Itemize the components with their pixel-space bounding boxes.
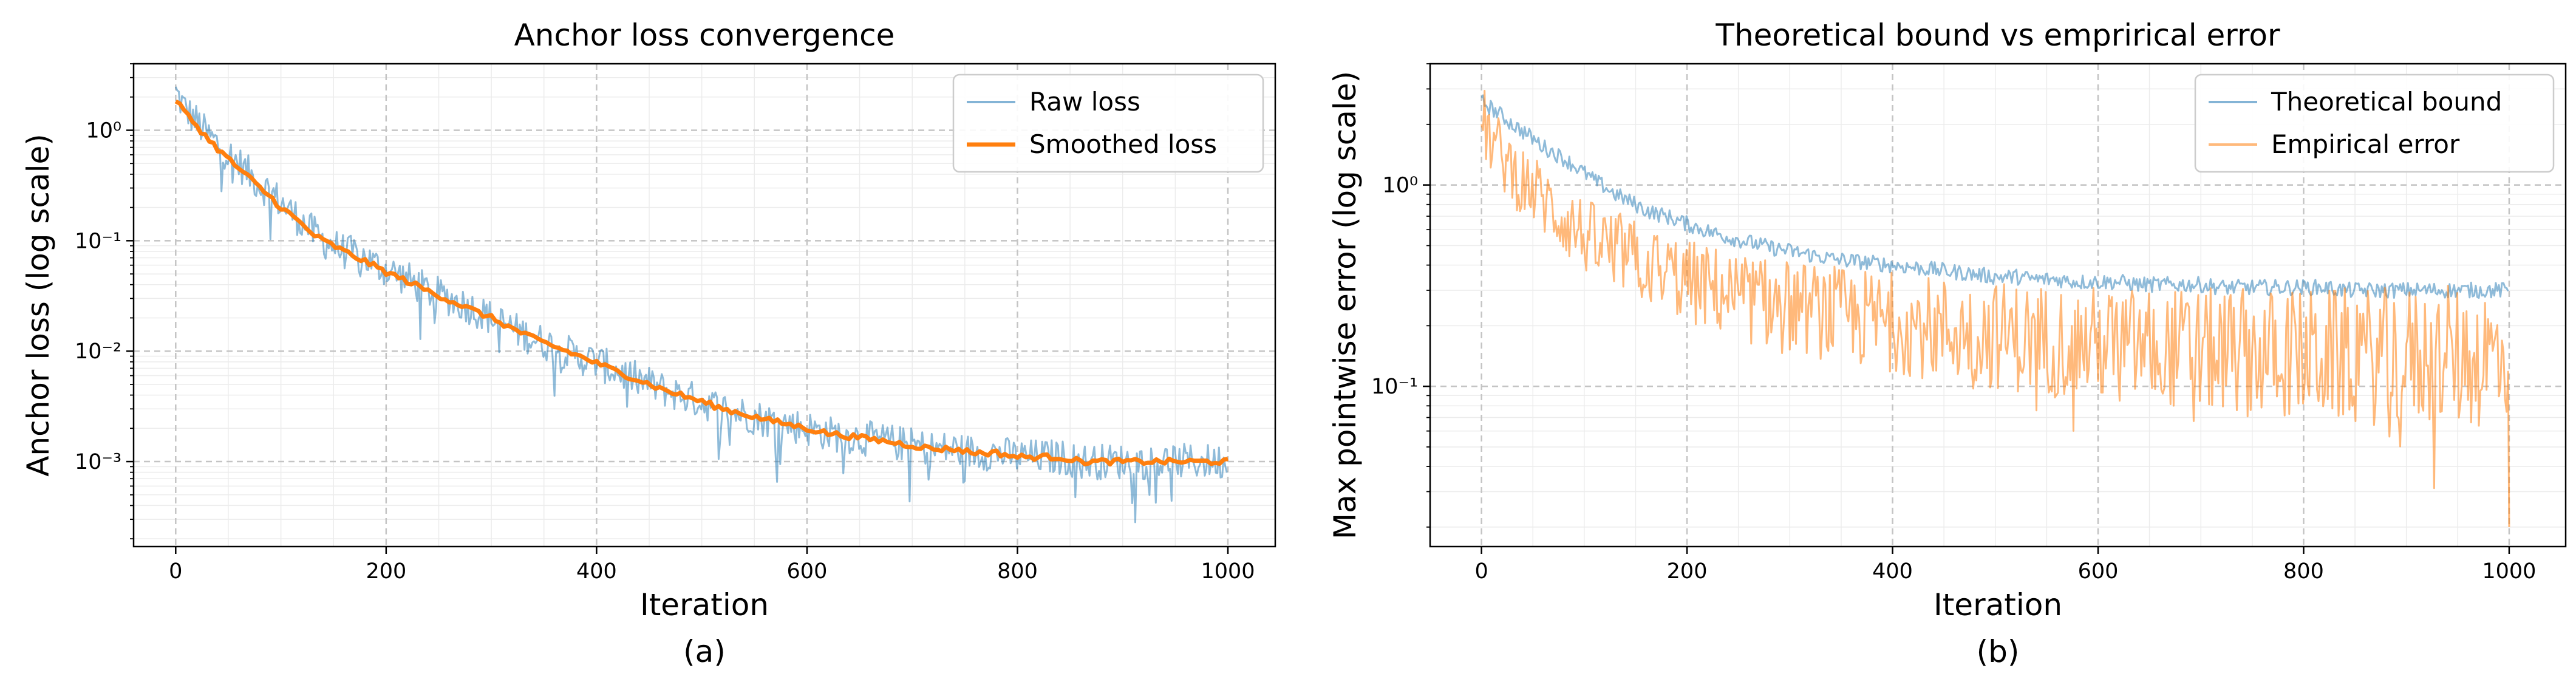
x-tick-label: 0 [1474,559,1488,584]
chart-title: Anchor loss convergence [514,18,895,53]
legend: Theoretical bound Empirical error [2194,73,2555,173]
legend-entry: Theoretical bound [2271,87,2502,117]
x-tick-label: 200 [366,559,406,584]
x-tick-label: 800 [997,559,1038,584]
x-tick-label: 600 [787,559,828,584]
legend-entry: Empirical error [2271,129,2460,159]
x-tick-label: 1000 [2482,559,2536,584]
series-line-theoretical-bound [1481,94,2509,299]
x-tick-label: 400 [1872,559,1913,584]
panel-label: (a) [683,634,726,669]
grid [1430,63,2566,547]
y-tick-label: 10⁻¹ [75,229,121,253]
x-axis-label: Iteration [1934,587,2062,622]
y-tick-label: 10⁰ [1382,174,1418,198]
panel-label: (b) [1977,634,2020,669]
x-tick-label: 800 [2283,559,2324,584]
legend: Raw loss Smoothed loss [952,73,1264,173]
series-group [174,86,1228,523]
panel-b: 0 200 400 600 800 1000 10⁻¹ 10⁰ Theoretical boun… [1327,18,2567,669]
axes-frame [1429,63,2567,548]
x-tick-label: 400 [576,559,617,584]
legend-entry: Smoothed loss [1029,129,1217,159]
x-tick-label: 600 [2078,559,2119,584]
x-axis-label: Iteration [640,587,769,622]
y-axis-label: Anchor loss (log scale) [21,134,56,477]
y-tick-label: 10⁻¹ [1371,375,1418,399]
panel-a: 0 200 400 600 800 1000 10⁻³ 10⁻² 10⁻¹ 10⁰ Anchor l… [21,18,1276,669]
chart-title: Theoretical bound vs emprirical error [1715,18,2280,53]
y-tick-label: 10⁰ [86,118,121,143]
y-tick-label: 10⁻² [75,339,121,364]
x-tick-label: 0 [169,559,182,584]
y-axis-label: Max pointwise error (log scale) [1327,71,1363,539]
series-group [1481,90,2510,527]
series-line-raw-loss [174,86,1228,523]
legend-entry: Raw loss [1029,87,1140,117]
series-line-empirical-error [1481,90,2510,527]
series-line-smoothed-loss [174,99,1228,467]
x-tick-label: 1000 [1201,559,1255,584]
axes-frame [132,63,1276,548]
y-tick-label: 10⁻³ [75,450,121,474]
x-tick-label: 200 [1667,559,1708,584]
